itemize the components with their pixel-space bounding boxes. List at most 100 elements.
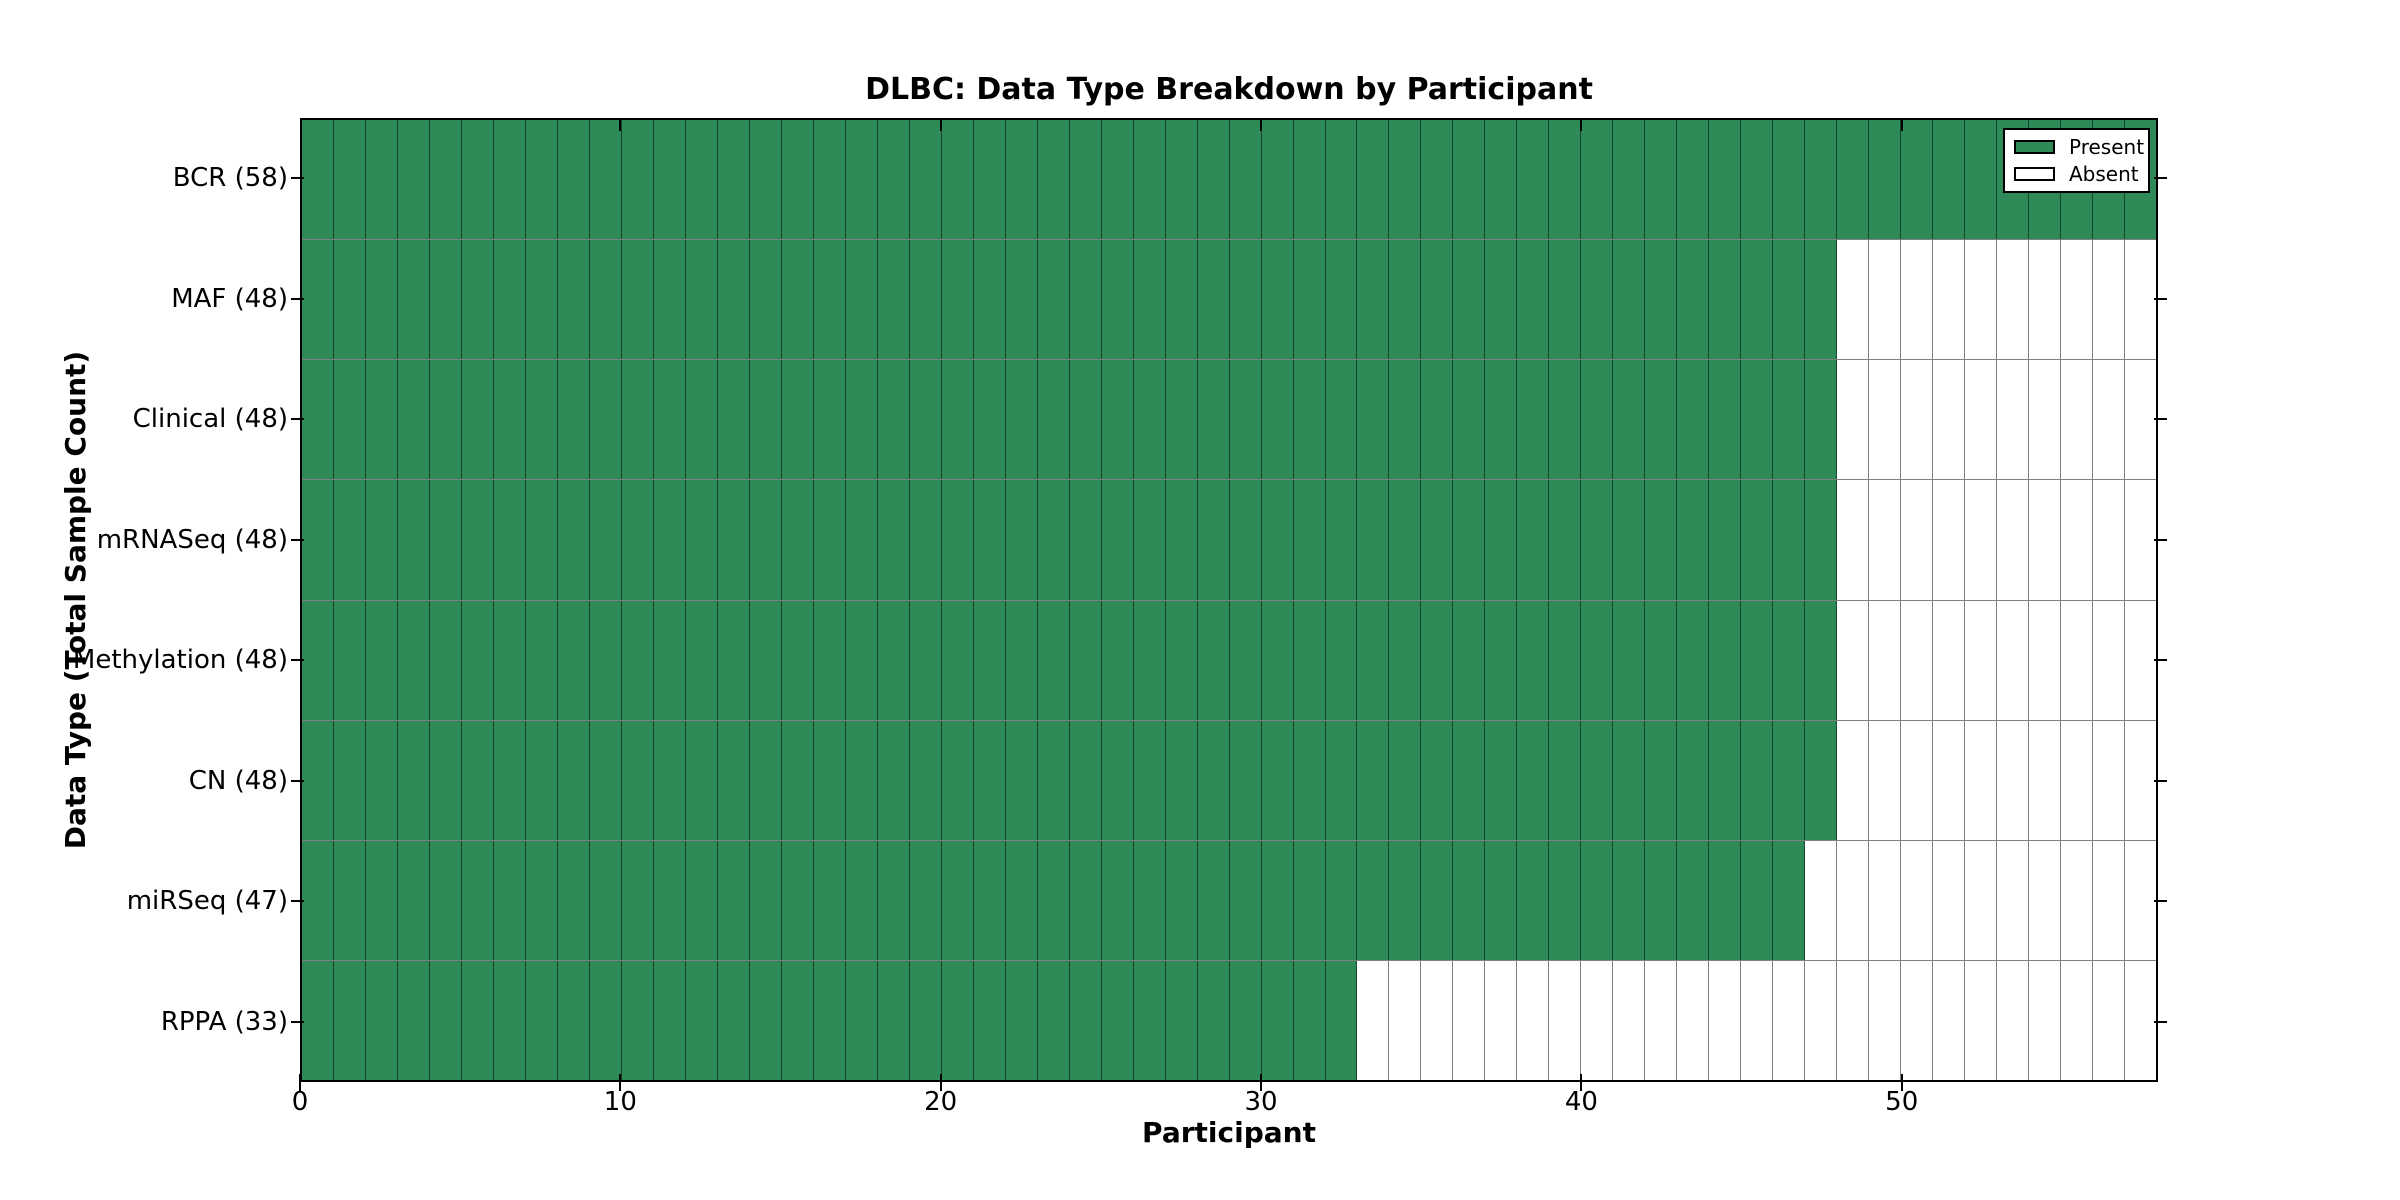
heatmap-cell xyxy=(461,120,494,240)
heatmap-cell xyxy=(621,600,654,720)
heatmap-cell xyxy=(1677,600,1710,720)
x-axis-title: Participant xyxy=(1142,1116,1316,1149)
heatmap-cell xyxy=(397,240,430,360)
heatmap-cell xyxy=(2125,840,2157,960)
heatmap-cell xyxy=(365,720,398,840)
heatmap-cell xyxy=(749,960,782,1080)
heatmap-cell xyxy=(1965,600,1998,720)
heatmap-cell xyxy=(1901,720,1934,840)
heatmap-cell xyxy=(1965,240,1998,360)
heatmap-cell xyxy=(397,480,430,600)
heatmap-cell xyxy=(973,840,1006,960)
heatmap-cell xyxy=(1389,360,1422,480)
heatmap-cell xyxy=(1485,120,1518,240)
heatmap-cell xyxy=(1421,240,1454,360)
heatmap-cell xyxy=(1773,360,1806,480)
heatmap-cell xyxy=(1485,240,1518,360)
heatmap-cell xyxy=(877,960,910,1080)
heatmap-cell xyxy=(1741,480,1774,600)
tick-mark xyxy=(2154,1020,2167,1023)
heatmap-cell xyxy=(2061,360,2094,480)
heatmap-cell xyxy=(2093,840,2126,960)
heatmap-cell xyxy=(1517,120,1550,240)
heatmap-cell xyxy=(493,720,526,840)
heatmap-cell xyxy=(781,120,814,240)
heatmap-cell xyxy=(429,480,462,600)
x-tick-label: 40 xyxy=(1564,1087,1598,1117)
heatmap-cell xyxy=(1261,120,1294,240)
heatmap-cell xyxy=(1101,240,1134,360)
heatmap-cell xyxy=(1997,240,2030,360)
heatmap-cell xyxy=(1293,240,1326,360)
heatmap-cell xyxy=(1037,960,1070,1080)
heatmap-cell xyxy=(461,960,494,1080)
tick-mark xyxy=(2154,538,2167,541)
heatmap-cell xyxy=(1421,480,1454,600)
heatmap-cell xyxy=(493,480,526,600)
heatmap-cell xyxy=(1965,120,1998,240)
heatmap-cell xyxy=(717,840,750,960)
heatmap-cell xyxy=(557,120,590,240)
heatmap-cell xyxy=(1261,960,1294,1080)
legend-swatch-present-icon xyxy=(2014,140,2055,154)
heatmap-cell xyxy=(302,360,334,480)
heatmap-cell xyxy=(1293,120,1326,240)
heatmap-cell xyxy=(525,240,558,360)
heatmap-cell xyxy=(1037,120,1070,240)
heatmap-cell xyxy=(781,840,814,960)
heatmap-cell xyxy=(493,960,526,1080)
heatmap-cell xyxy=(653,120,686,240)
heatmap-cell xyxy=(1197,360,1230,480)
heatmap-cell xyxy=(429,720,462,840)
heatmap-cell xyxy=(1261,480,1294,600)
heatmap-cell xyxy=(1741,240,1774,360)
heatmap-cell xyxy=(909,360,942,480)
heatmap-cell xyxy=(1645,120,1678,240)
heatmap-cell xyxy=(1325,360,1358,480)
legend-label-absent: Absent xyxy=(2069,162,2139,186)
heatmap-cell xyxy=(1805,840,1838,960)
heatmap-cell xyxy=(1293,480,1326,600)
heatmap-cell xyxy=(1645,720,1678,840)
heatmap-cell xyxy=(1933,960,1966,1080)
heatmap-cell xyxy=(781,240,814,360)
heatmap-cell xyxy=(781,960,814,1080)
heatmap-cell xyxy=(1997,480,2030,600)
heatmap-cell xyxy=(621,120,654,240)
heatmap-cell xyxy=(1997,720,2030,840)
heatmap-cell xyxy=(302,600,334,720)
heatmap-cell xyxy=(1805,960,1838,1080)
heatmap-cell xyxy=(1549,360,1582,480)
tick-mark xyxy=(299,1074,301,1091)
heatmap-cell xyxy=(1645,960,1678,1080)
heatmap-cell xyxy=(653,240,686,360)
heatmap-cell xyxy=(877,120,910,240)
heatmap-cell xyxy=(1069,240,1102,360)
heatmap-cell xyxy=(909,480,942,600)
heatmap-cell xyxy=(589,480,622,600)
y-tick-label: CN (48) xyxy=(188,765,288,796)
heatmap-cell xyxy=(302,840,334,960)
heatmap-cell xyxy=(1997,960,2030,1080)
heatmap-cell xyxy=(2029,360,2062,480)
heatmap-cell xyxy=(1197,840,1230,960)
heatmap-cell xyxy=(557,960,590,1080)
heatmap-cell xyxy=(1485,480,1518,600)
heatmap-cell xyxy=(2029,480,2062,600)
heatmap-cell xyxy=(1229,840,1262,960)
heatmap-cell xyxy=(557,480,590,600)
heatmap-cell xyxy=(1069,720,1102,840)
heatmap-cell xyxy=(333,720,366,840)
heatmap-cell xyxy=(1069,840,1102,960)
y-tick-label: miRSeq (47) xyxy=(126,886,288,917)
heatmap-cell xyxy=(941,480,974,600)
heatmap-cell xyxy=(589,120,622,240)
heatmap-cell xyxy=(1357,240,1390,360)
heatmap-cell xyxy=(1837,120,1870,240)
heatmap-cell xyxy=(2061,600,2094,720)
heatmap-cell xyxy=(525,720,558,840)
heatmap-cell xyxy=(461,840,494,960)
heatmap-cell xyxy=(1837,240,1870,360)
heatmap-cell xyxy=(685,720,718,840)
heatmap-cell xyxy=(781,480,814,600)
